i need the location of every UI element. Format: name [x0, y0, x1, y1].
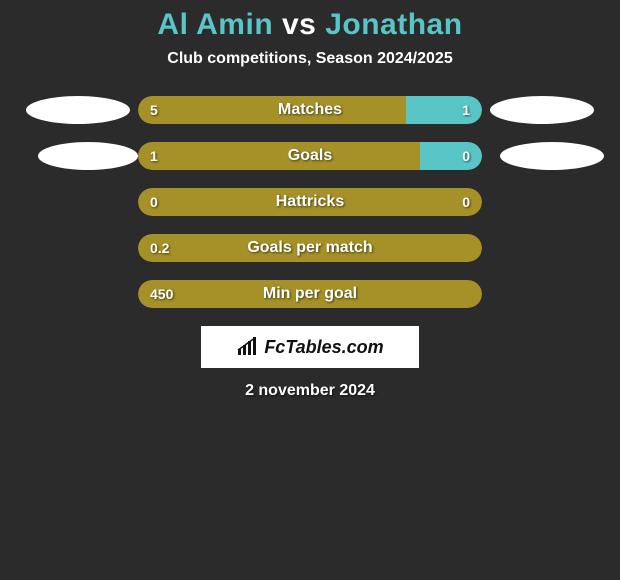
stat-bar-left-segment — [138, 280, 482, 308]
stat-row: 0.2Goals per match — [0, 234, 620, 262]
stat-bar-left-segment — [138, 188, 482, 216]
stat-bar-right-segment — [420, 142, 482, 170]
stat-bar: 00Hattricks — [138, 188, 482, 216]
player1-avatar — [38, 142, 138, 170]
stat-bar-left-segment — [138, 142, 420, 170]
brand-chart-icon — [236, 337, 260, 357]
stat-row: 51Matches — [0, 96, 620, 124]
page-title: Al Amin vs Jonathan — [0, 8, 620, 42]
stats-list: 51Matches 10Goals 00Hattricks 0.2Goals per … — [0, 96, 620, 308]
player2-name: Jonathan — [325, 8, 462, 41]
avatar-slot-left — [18, 96, 138, 124]
brand-text: FcTables.com — [264, 337, 383, 358]
avatar-slot-right — [482, 142, 602, 170]
player2-avatar — [490, 96, 594, 124]
stat-bar: 10Goals — [138, 142, 482, 170]
avatar-slot-left — [18, 142, 138, 170]
stat-bar: 0.2Goals per match — [138, 234, 482, 262]
subtitle: Club competitions, Season 2024/2025 — [0, 50, 620, 68]
player1-name: Al Amin — [157, 8, 273, 41]
stat-bar-right-segment — [406, 96, 482, 124]
player1-avatar — [26, 96, 130, 124]
comparison-card: Al Amin vs Jonathan Club competitions, S… — [0, 0, 620, 400]
avatar-slot-right — [482, 96, 602, 124]
stat-row: 10Goals — [0, 142, 620, 170]
stat-bar-left-segment — [138, 234, 482, 262]
stat-bar-left-segment — [138, 96, 406, 124]
stat-row: 450Min per goal — [0, 280, 620, 308]
vs-separator: vs — [282, 8, 316, 41]
stat-bar: 450Min per goal — [138, 280, 482, 308]
brand-badge: FcTables.com — [201, 326, 419, 368]
date-label: 2 november 2024 — [0, 382, 620, 400]
stat-row: 00Hattricks — [0, 188, 620, 216]
stat-bar: 51Matches — [138, 96, 482, 124]
player2-avatar — [500, 142, 604, 170]
